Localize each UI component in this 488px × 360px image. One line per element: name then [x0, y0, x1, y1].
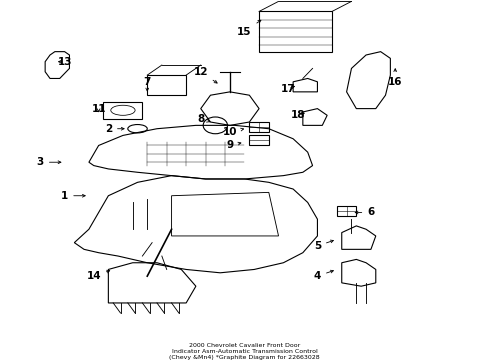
Text: 14: 14: [86, 270, 109, 281]
Text: 5: 5: [313, 240, 333, 251]
Text: 2000 Chevrolet Cavalier Front Door
Indicator Asm-Automatic Transmission Control
: 2000 Chevrolet Cavalier Front Door Indic…: [169, 343, 319, 360]
Text: 18: 18: [290, 110, 305, 120]
Text: 9: 9: [226, 140, 241, 150]
Text: 11: 11: [91, 104, 106, 114]
Text: 2: 2: [104, 124, 124, 134]
Text: 17: 17: [281, 84, 295, 94]
Text: 4: 4: [313, 270, 333, 281]
Text: 16: 16: [387, 69, 402, 87]
Text: 6: 6: [354, 207, 374, 217]
Text: 3: 3: [37, 157, 61, 167]
Text: 15: 15: [237, 20, 261, 37]
Text: 10: 10: [222, 127, 243, 137]
Text: 7: 7: [143, 77, 151, 91]
Text: 1: 1: [61, 191, 85, 201]
Text: 12: 12: [193, 67, 217, 83]
Text: 13: 13: [57, 57, 72, 67]
Text: 8: 8: [197, 114, 209, 124]
